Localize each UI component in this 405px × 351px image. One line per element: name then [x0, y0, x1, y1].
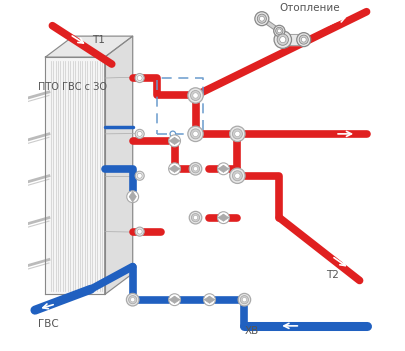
Circle shape	[297, 33, 311, 47]
Circle shape	[168, 135, 181, 147]
Polygon shape	[169, 296, 175, 303]
Circle shape	[242, 298, 247, 302]
Polygon shape	[209, 296, 215, 303]
Circle shape	[276, 27, 283, 34]
Circle shape	[230, 168, 245, 184]
Polygon shape	[218, 165, 224, 172]
Circle shape	[238, 293, 251, 306]
Circle shape	[204, 294, 215, 306]
Polygon shape	[45, 57, 105, 294]
Polygon shape	[169, 137, 175, 144]
Polygon shape	[45, 36, 133, 57]
Circle shape	[232, 129, 243, 139]
Circle shape	[168, 163, 181, 175]
Circle shape	[235, 173, 240, 178]
Circle shape	[193, 93, 198, 98]
Circle shape	[274, 25, 285, 37]
Polygon shape	[283, 34, 307, 45]
Circle shape	[193, 167, 198, 171]
Polygon shape	[204, 296, 209, 303]
Circle shape	[188, 88, 203, 103]
Text: ХВ: ХВ	[244, 326, 259, 336]
Circle shape	[190, 129, 200, 139]
Polygon shape	[175, 137, 180, 144]
Circle shape	[193, 216, 198, 220]
Circle shape	[135, 171, 144, 180]
Circle shape	[135, 130, 144, 138]
Circle shape	[232, 171, 243, 181]
Circle shape	[274, 31, 292, 48]
Circle shape	[240, 296, 249, 304]
Circle shape	[277, 29, 281, 33]
Circle shape	[280, 37, 286, 43]
Circle shape	[259, 16, 264, 21]
Polygon shape	[175, 165, 180, 172]
Circle shape	[188, 126, 203, 141]
Circle shape	[135, 227, 144, 236]
Circle shape	[126, 293, 139, 306]
Polygon shape	[129, 197, 136, 202]
Circle shape	[130, 298, 135, 302]
Circle shape	[301, 37, 306, 42]
Circle shape	[137, 229, 142, 234]
Circle shape	[217, 212, 229, 224]
Circle shape	[235, 131, 240, 137]
Text: ПТО ГВС с ЗО: ПТО ГВС с ЗО	[38, 82, 107, 92]
Circle shape	[257, 14, 266, 23]
Circle shape	[255, 12, 269, 26]
Circle shape	[189, 163, 202, 175]
Circle shape	[189, 211, 202, 224]
Polygon shape	[175, 296, 180, 303]
Polygon shape	[224, 165, 229, 172]
Circle shape	[217, 163, 229, 175]
Polygon shape	[218, 214, 224, 221]
Polygon shape	[169, 165, 175, 172]
Polygon shape	[105, 36, 133, 294]
Circle shape	[129, 296, 137, 304]
Circle shape	[230, 126, 245, 141]
Polygon shape	[129, 191, 136, 197]
Circle shape	[137, 131, 142, 137]
Polygon shape	[258, 19, 283, 31]
Circle shape	[170, 131, 176, 137]
Circle shape	[192, 213, 200, 222]
Polygon shape	[224, 214, 229, 221]
Circle shape	[137, 173, 142, 178]
Circle shape	[190, 91, 200, 100]
Text: Т2: Т2	[326, 271, 339, 280]
Circle shape	[135, 73, 144, 82]
Circle shape	[192, 165, 200, 173]
Circle shape	[277, 34, 288, 45]
Text: Отопление: Отопление	[279, 4, 340, 13]
Circle shape	[299, 35, 308, 44]
Circle shape	[168, 294, 181, 306]
Circle shape	[137, 75, 142, 80]
Text: Т1: Т1	[93, 35, 105, 45]
Text: ГВС: ГВС	[38, 319, 59, 329]
Circle shape	[127, 191, 139, 203]
Circle shape	[193, 131, 198, 137]
